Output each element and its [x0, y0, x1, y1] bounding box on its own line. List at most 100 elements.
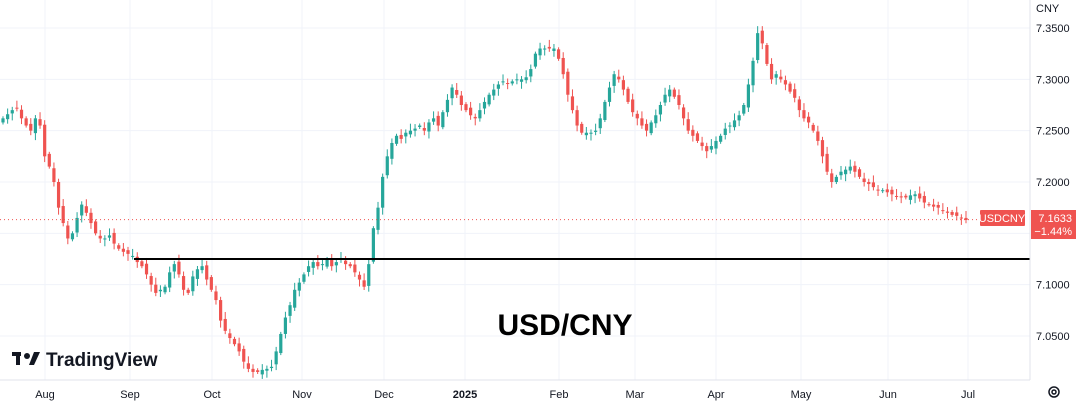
candle-body — [251, 368, 255, 372]
candle-body — [705, 146, 709, 152]
candle-body — [408, 130, 413, 135]
time-axis[interactable]: Aug Sep Oct Nov Dec 2025 Feb Mar Apr May Jun Jul — [0, 379, 1030, 401]
candle-body — [918, 193, 922, 199]
candle-body — [570, 96, 575, 111]
candle-body — [302, 274, 306, 282]
candle-body — [779, 76, 783, 80]
candle-body — [390, 142, 394, 159]
candle-body — [584, 132, 588, 136]
candle-body — [242, 348, 246, 362]
candle-body — [325, 259, 329, 267]
x-tick-label: Feb — [550, 389, 569, 401]
candle-body — [353, 264, 357, 273]
candle-body — [33, 118, 38, 134]
candle-body — [399, 134, 403, 139]
candle-body — [543, 48, 547, 50]
candle-body — [38, 119, 42, 126]
candle-body — [84, 206, 88, 213]
price-axis[interactable]: CNY 7.35007.30007.25007.20007.15007.1000… — [979, 0, 1076, 380]
candle-body — [922, 195, 926, 203]
candle-body — [631, 99, 635, 113]
candle-body — [376, 207, 380, 230]
candle-body — [316, 262, 320, 267]
candle-body — [862, 178, 866, 182]
currency-label: CNY — [1036, 3, 1060, 15]
candle-body — [172, 264, 176, 272]
candle-body — [445, 99, 450, 113]
candle-body — [112, 232, 116, 244]
candle-body — [279, 333, 283, 354]
candle-body — [15, 107, 19, 109]
candle-body — [357, 274, 362, 280]
candle-body — [760, 30, 764, 44]
candle-body — [830, 173, 834, 182]
candle-body — [344, 260, 348, 265]
candle-body — [529, 69, 533, 77]
candle-body — [867, 182, 871, 185]
candle-body — [293, 289, 297, 308]
candle-body — [6, 114, 10, 120]
candle-body — [728, 125, 732, 127]
candle-body — [47, 153, 51, 167]
candle-body — [668, 89, 672, 97]
candle-body — [612, 74, 616, 86]
candle-body — [93, 221, 98, 234]
x-tick-label: Sep — [120, 389, 140, 401]
candle-body — [853, 165, 857, 172]
x-tick-label: Jul — [961, 389, 975, 401]
y-tick-label: 7.2500 — [1036, 126, 1070, 138]
candle-body — [820, 140, 825, 157]
candle-body — [274, 351, 278, 365]
candle-body — [320, 264, 325, 266]
candle-body — [506, 83, 510, 85]
candle-body — [200, 266, 204, 271]
y-tick-label: 7.3500 — [1036, 23, 1070, 35]
candle-body — [75, 217, 79, 233]
candle-body — [1, 118, 5, 123]
candle-body — [621, 80, 625, 90]
candle-body — [626, 88, 630, 102]
candle-body — [700, 142, 704, 147]
candle-body — [881, 190, 885, 192]
candle-body — [691, 129, 695, 136]
candle-body — [149, 276, 153, 285]
candle-body — [899, 196, 903, 198]
candle-body — [223, 318, 227, 331]
candle-body — [260, 369, 264, 375]
candle-body — [552, 48, 556, 51]
chart-settings-gear-icon[interactable] — [1046, 384, 1062, 400]
candle-body — [561, 57, 565, 75]
candle-body — [834, 176, 838, 182]
candle-body — [806, 116, 811, 123]
candle-body — [422, 127, 426, 131]
candle-body — [533, 53, 538, 67]
candle-body — [686, 119, 690, 131]
candle-body — [70, 233, 75, 240]
candle-body — [793, 89, 797, 98]
candle-body — [265, 368, 269, 371]
change-percent: −1.44% — [1034, 226, 1072, 238]
candle-body — [769, 63, 774, 80]
candle-body — [913, 194, 917, 197]
candle-body — [575, 110, 579, 126]
candle-body — [904, 195, 908, 198]
candle-body — [811, 124, 815, 131]
candle-body — [219, 300, 223, 321]
candle-body — [825, 153, 829, 172]
last-price-tag: USDCNY 7.1633 −1.44% — [979, 210, 1076, 239]
candle-body — [885, 189, 889, 193]
candle-body — [959, 217, 963, 219]
candle-body — [672, 89, 676, 97]
candle-body — [371, 228, 375, 262]
candle-body — [107, 235, 112, 238]
candle-body — [955, 212, 959, 216]
candle-body — [950, 211, 954, 215]
candle-body — [283, 317, 288, 334]
candle-body — [126, 250, 130, 254]
candle-body — [404, 132, 408, 137]
candles-layer — [0, 26, 978, 379]
candle-body — [894, 195, 899, 197]
candle-body — [635, 113, 639, 119]
candle-body — [334, 262, 338, 266]
